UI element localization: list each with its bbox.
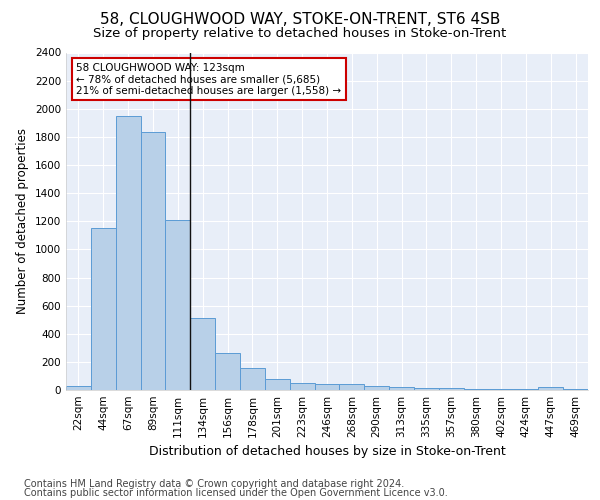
Bar: [364, 386, 389, 390]
Bar: [140, 132, 166, 390]
Text: 58, CLOUGHWOOD WAY, STOKE-ON-TRENT, ST6 4SB: 58, CLOUGHWOOD WAY, STOKE-ON-TRENT, ST6 …: [100, 12, 500, 28]
X-axis label: Distribution of detached houses by size in Stoke-on-Trent: Distribution of detached houses by size …: [149, 446, 505, 458]
Bar: [215, 352, 240, 390]
Bar: [389, 387, 414, 390]
Bar: [314, 384, 340, 390]
Text: Contains public sector information licensed under the Open Government Licence v3: Contains public sector information licen…: [24, 488, 448, 498]
Bar: [91, 228, 116, 390]
Bar: [439, 388, 464, 390]
Bar: [66, 386, 91, 390]
Text: Contains HM Land Registry data © Crown copyright and database right 2024.: Contains HM Land Registry data © Crown c…: [24, 479, 404, 489]
Bar: [116, 116, 140, 390]
Bar: [340, 384, 364, 390]
Bar: [414, 388, 439, 390]
Bar: [190, 318, 215, 390]
Bar: [464, 389, 488, 390]
Bar: [265, 379, 290, 390]
Bar: [538, 387, 563, 390]
Y-axis label: Number of detached properties: Number of detached properties: [16, 128, 29, 314]
Bar: [166, 220, 190, 390]
Bar: [240, 368, 265, 390]
Bar: [290, 383, 314, 390]
Text: Size of property relative to detached houses in Stoke-on-Trent: Size of property relative to detached ho…: [94, 28, 506, 40]
Text: 58 CLOUGHWOOD WAY: 123sqm
← 78% of detached houses are smaller (5,685)
21% of se: 58 CLOUGHWOOD WAY: 123sqm ← 78% of detac…: [76, 62, 341, 96]
